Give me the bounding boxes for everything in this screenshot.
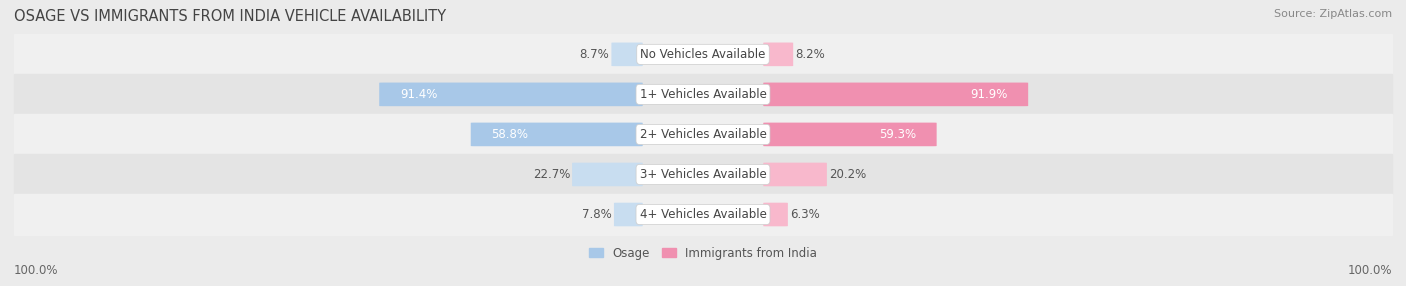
Text: 1+ Vehicles Available: 1+ Vehicles Available: [640, 88, 766, 101]
Bar: [14, 34, 1392, 74]
FancyBboxPatch shape: [572, 163, 643, 186]
Text: 59.3%: 59.3%: [879, 128, 915, 141]
FancyBboxPatch shape: [763, 203, 787, 226]
Bar: [14, 194, 1392, 235]
Legend: Osage, Immigrants from India: Osage, Immigrants from India: [583, 242, 823, 265]
Bar: [14, 114, 1392, 154]
Text: 58.8%: 58.8%: [492, 128, 529, 141]
FancyBboxPatch shape: [471, 123, 643, 146]
Text: 3+ Vehicles Available: 3+ Vehicles Available: [640, 168, 766, 181]
FancyBboxPatch shape: [763, 83, 1028, 106]
Text: 8.2%: 8.2%: [796, 48, 825, 61]
Text: 20.2%: 20.2%: [830, 168, 866, 181]
FancyBboxPatch shape: [763, 163, 827, 186]
FancyBboxPatch shape: [763, 123, 936, 146]
Text: 91.4%: 91.4%: [399, 88, 437, 101]
Text: OSAGE VS IMMIGRANTS FROM INDIA VEHICLE AVAILABILITY: OSAGE VS IMMIGRANTS FROM INDIA VEHICLE A…: [14, 9, 446, 23]
FancyBboxPatch shape: [614, 203, 643, 226]
Bar: [14, 74, 1392, 114]
Text: 100.0%: 100.0%: [14, 265, 59, 277]
Text: 2+ Vehicles Available: 2+ Vehicles Available: [640, 128, 766, 141]
Text: 4+ Vehicles Available: 4+ Vehicles Available: [640, 208, 766, 221]
Bar: [14, 154, 1392, 194]
FancyBboxPatch shape: [612, 43, 643, 66]
Text: Source: ZipAtlas.com: Source: ZipAtlas.com: [1274, 9, 1392, 19]
FancyBboxPatch shape: [763, 43, 793, 66]
Text: 7.8%: 7.8%: [582, 208, 612, 221]
Text: 91.9%: 91.9%: [970, 88, 1008, 101]
Text: No Vehicles Available: No Vehicles Available: [640, 48, 766, 61]
Text: 22.7%: 22.7%: [533, 168, 569, 181]
FancyBboxPatch shape: [380, 83, 643, 106]
Text: 100.0%: 100.0%: [1347, 265, 1392, 277]
Text: 6.3%: 6.3%: [790, 208, 820, 221]
Text: 8.7%: 8.7%: [579, 48, 609, 61]
